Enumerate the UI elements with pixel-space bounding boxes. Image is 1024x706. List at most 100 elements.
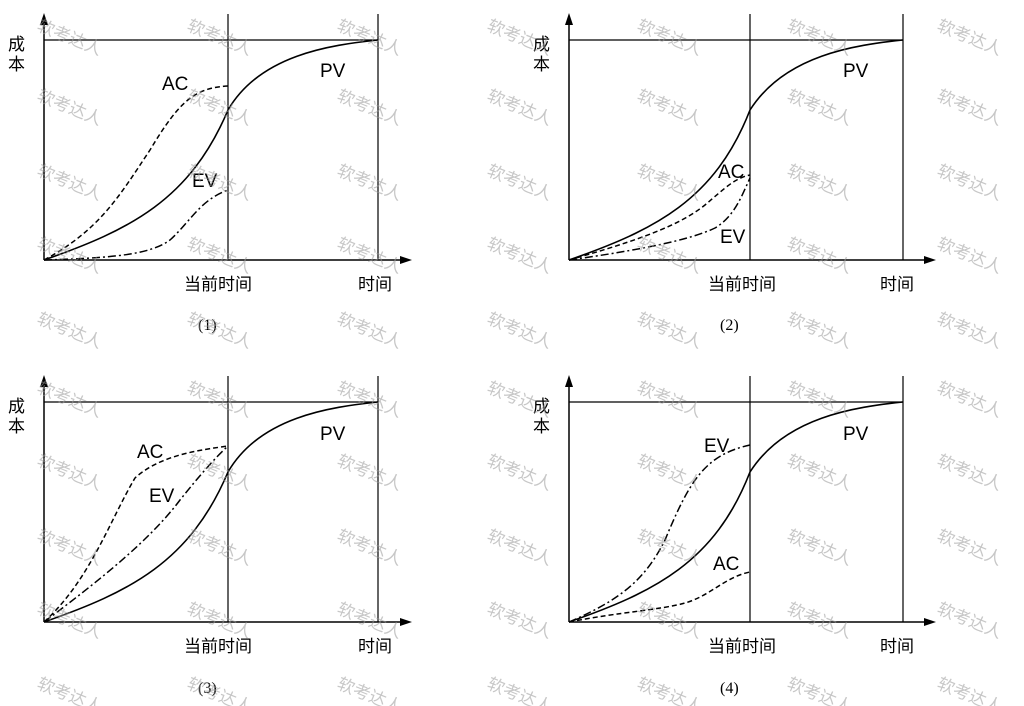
watermark: 软考达人 — [784, 674, 855, 706]
watermark: 软考达人 — [934, 16, 1005, 60]
watermark: 软考达人 — [934, 451, 1005, 495]
watermark: 软考达人 — [934, 526, 1005, 570]
watermark: 软考达人 — [34, 674, 105, 706]
y-axis-label-char-2: 本 — [533, 55, 550, 75]
pv-label: PV — [320, 424, 346, 445]
watermark: 软考达人 — [634, 526, 705, 570]
time-label: 时间 — [880, 637, 914, 657]
watermark: 软考达人 — [484, 309, 555, 353]
y-axis-label-char-2: 本 — [8, 55, 25, 75]
ev-curve — [43, 189, 229, 261]
current-time-label: 当前时间 — [184, 637, 252, 657]
watermark: 软考达人 — [784, 378, 855, 422]
panel-caption: (3) — [198, 680, 217, 697]
watermark: 软考达人 — [34, 599, 105, 643]
current-time-label: 当前时间 — [708, 275, 776, 295]
ac-label: AC — [718, 162, 744, 183]
watermark: 软考达人 — [634, 674, 705, 706]
ev-label: EV — [720, 227, 746, 248]
ac-label: AC — [713, 554, 739, 575]
watermark: 软考达人 — [184, 451, 255, 495]
watermark: 软考达人 — [484, 599, 555, 643]
watermark: 软考达人 — [484, 234, 555, 278]
watermark: 软考达人 — [184, 161, 255, 205]
watermark: 软考达人 — [184, 16, 255, 60]
panel-caption: (4) — [720, 680, 739, 697]
ev-curve — [43, 445, 229, 623]
watermark: 软考达人 — [334, 16, 405, 60]
watermark: 软考达人 — [184, 674, 255, 706]
watermark: 软考达人 — [784, 234, 855, 278]
y-axis-label-char-1: 成 — [8, 35, 25, 55]
watermark: 软考达人 — [334, 451, 405, 495]
y-axis-arrow-icon — [565, 13, 573, 25]
time-label: 时间 — [358, 637, 392, 657]
watermark: 软考达人 — [634, 16, 705, 60]
y-axis-arrow-icon — [565, 375, 573, 387]
current-time-label: 当前时间 — [708, 637, 776, 657]
watermark: 软考达人 — [934, 599, 1005, 643]
watermark: 软考达人 — [634, 161, 705, 205]
pv-curve — [43, 39, 379, 261]
watermark: 软考达人 — [634, 378, 705, 422]
ac-curve — [568, 174, 751, 261]
watermark: 软考达人 — [784, 161, 855, 205]
watermark: 软考达人 — [634, 309, 705, 353]
watermark: 软考达人 — [784, 599, 855, 643]
y-axis-label-char-1: 成 — [533, 397, 550, 417]
x-axis-arrow-icon — [400, 618, 412, 626]
ac-curve — [43, 445, 229, 623]
watermark: 软考达人 — [484, 161, 555, 205]
x-axis-arrow-icon — [924, 618, 936, 626]
ac-curve — [43, 85, 229, 261]
watermark: 软考达人 — [934, 161, 1005, 205]
watermark: 软考达人 — [634, 234, 705, 278]
x-axis-arrow-icon — [400, 256, 412, 264]
watermark: 软考达人 — [334, 309, 405, 353]
watermark: 软考达人 — [334, 86, 405, 130]
y-axis-label-char-2: 本 — [8, 417, 25, 437]
watermark: 软考达人 — [334, 674, 405, 706]
watermark: 软考达人 — [484, 378, 555, 422]
watermark: 软考达人 — [934, 674, 1005, 706]
watermark: 软考达人 — [784, 16, 855, 60]
panel-2: 成 本 PV AC EV 当前时间 时间 (2) — [533, 13, 936, 334]
watermark: 软考达人 — [184, 526, 255, 570]
watermark: 软考达人 — [184, 378, 255, 422]
panel-caption: (2) — [720, 317, 739, 334]
watermark: 软考达人 — [184, 234, 255, 278]
panel-caption: (1) — [198, 317, 217, 334]
watermark: 软考达人 — [484, 16, 555, 60]
watermark: 软考达人 — [934, 234, 1005, 278]
pv-label: PV — [843, 424, 869, 445]
ev-label: EV — [192, 171, 218, 192]
panel-3: 成 本 PV AC EV 当前时间 时间 (3) — [8, 375, 412, 697]
ev-label: EV — [149, 486, 175, 507]
watermark: 软考达人 — [934, 309, 1005, 353]
watermark: 软考达人 — [334, 161, 405, 205]
ev-label: EV — [704, 436, 730, 457]
y-axis-label-char-2: 本 — [533, 417, 550, 437]
watermark: 软考达人 — [184, 309, 255, 353]
time-label: 时间 — [880, 275, 914, 295]
ev-curve — [568, 177, 751, 261]
watermark: 软考达人 — [484, 451, 555, 495]
watermark: 软考达人 — [634, 86, 705, 130]
pv-curve — [568, 39, 904, 261]
watermark: 软考达人 — [784, 309, 855, 353]
watermark: 软考达人 — [634, 451, 705, 495]
watermark: 软考达人 — [634, 599, 705, 643]
y-axis-label-char-1: 成 — [533, 35, 550, 55]
watermark: 软考达人 — [484, 526, 555, 570]
watermark: 软考达人 — [484, 86, 555, 130]
pv-curve — [568, 401, 904, 623]
watermark: 软考达人 — [784, 526, 855, 570]
panel-4: 成 本 PV EV AC 当前时间 时间 (4) — [533, 375, 936, 697]
x-axis-arrow-icon — [924, 256, 936, 264]
pv-label: PV — [320, 61, 346, 82]
current-time-label: 当前时间 — [184, 275, 252, 295]
watermark: 软考达人 — [334, 526, 405, 570]
watermark: 软考达人 — [334, 234, 405, 278]
watermark: 软考达人 — [934, 86, 1005, 130]
watermark-layer: 软考达人 软考达人 软考达人 软考达人 软考达人 软考达人 软考达人 软考达人 … — [34, 16, 1005, 706]
